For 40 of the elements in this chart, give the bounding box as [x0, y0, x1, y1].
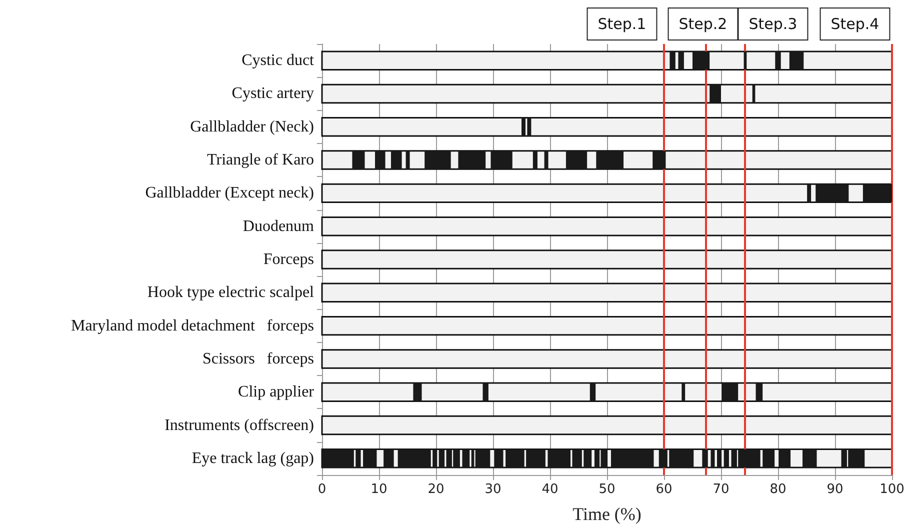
- x-tick-label: 0: [318, 482, 326, 497]
- x-tick-label: 100: [880, 482, 904, 497]
- x-tick-label: 20: [428, 482, 444, 497]
- y-tick-label: Instruments (offscreen): [164, 416, 314, 434]
- text: Step.4: [830, 15, 880, 33]
- x-axis-title: Time (%): [572, 504, 642, 524]
- y-tick-label: Gallbladder (Except neck): [145, 184, 314, 202]
- y-tick-label: Forceps: [263, 251, 314, 268]
- x-tick-label: 70: [712, 482, 730, 497]
- x-tick-label: 90: [826, 482, 844, 497]
- bar: [321, 415, 893, 436]
- text: Step.3: [748, 15, 798, 33]
- bar: [321, 216, 893, 236]
- y-tick-label: Clip applier: [238, 384, 315, 401]
- text: Step.1: [598, 15, 646, 33]
- x-tick-label: 50: [598, 482, 616, 497]
- y-tick-label: Cystic artery: [232, 85, 314, 102]
- bar: [321, 117, 893, 137]
- bar: [321, 250, 893, 270]
- y-tick-label: Duodenum: [242, 218, 315, 235]
- bar: [321, 282, 893, 303]
- bar: [321, 349, 893, 369]
- y-tick-label: Scissors forceps: [202, 350, 314, 368]
- y-tick-label: Hook type electric scalpel: [147, 284, 315, 302]
- bar: [321, 50, 893, 70]
- x-tick-label: 80: [770, 482, 786, 497]
- y-tick-label: Gallbladder (Neck): [190, 118, 314, 136]
- y-tick-label: Triangle of Karo: [207, 152, 314, 169]
- x-tick-label: 40: [542, 482, 558, 497]
- y-tick-label: Cystic duct: [242, 52, 315, 70]
- y-tick-label: Eye track lag (gap): [192, 450, 314, 467]
- y-tick-label: Maryland model detachment forceps: [70, 317, 314, 334]
- x-tick-label: 60: [656, 482, 672, 497]
- bar: [321, 183, 893, 204]
- x-tick-label: 30: [484, 482, 502, 497]
- text: Step.2: [678, 15, 728, 33]
- x-tick-label: 10: [370, 482, 388, 497]
- bar: [321, 84, 893, 104]
- bar: [321, 382, 893, 402]
- bar: [321, 316, 893, 336]
